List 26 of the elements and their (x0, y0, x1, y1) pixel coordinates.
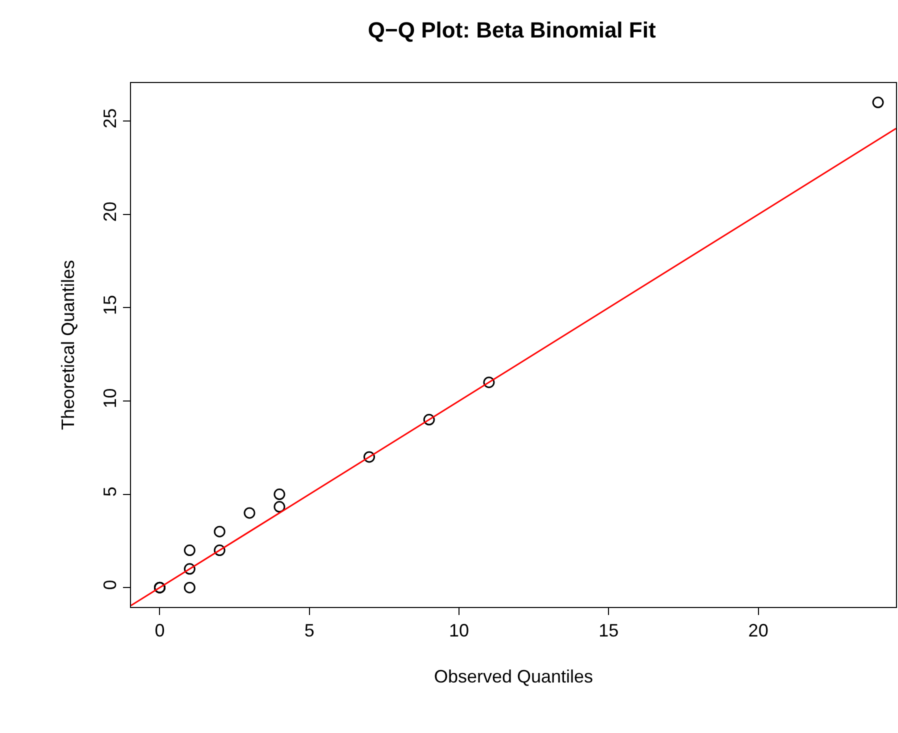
y-tick-label: 10 (100, 388, 120, 408)
point (274, 488, 286, 500)
point (872, 96, 884, 108)
chart-title: Q−Q Plot: Beta Binomial Fit (368, 17, 656, 42)
x-tick-label: 15 (598, 620, 619, 641)
point (184, 544, 196, 556)
x-axis-title: Observed Quantiles (434, 666, 594, 687)
point (363, 451, 375, 463)
point (184, 563, 196, 575)
x-tick-label: 10 (449, 620, 470, 641)
point (244, 507, 256, 519)
x-tick-label: 0 (154, 620, 165, 641)
point (214, 544, 226, 556)
y-tick-label: 25 (100, 108, 120, 128)
x-tick-label: 5 (304, 620, 314, 641)
point (483, 376, 495, 388)
y-tick-label: 5 (100, 486, 120, 497)
y-axis-title: Theoretical Quantiles (58, 260, 78, 430)
point (274, 501, 286, 513)
y-tick-label: 15 (100, 294, 120, 315)
point (214, 526, 226, 538)
x-tick-label: 20 (748, 620, 768, 641)
point (423, 414, 435, 426)
point (184, 582, 196, 594)
y-tick-label: 0 (100, 580, 120, 590)
y-tick-label: 20 (100, 202, 120, 222)
